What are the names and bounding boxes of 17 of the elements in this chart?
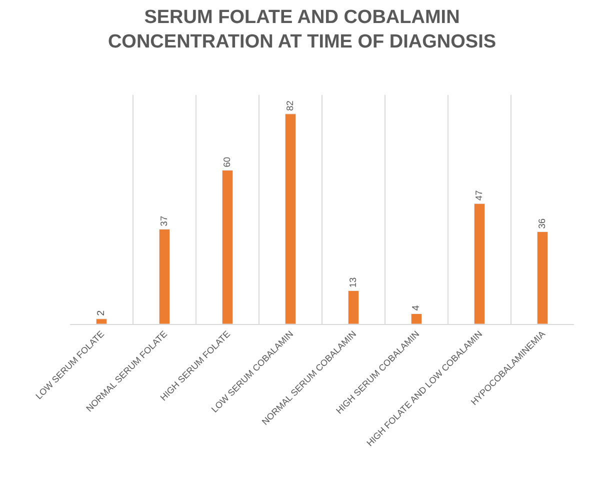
data-label: 82 <box>284 100 295 111</box>
bar <box>348 290 360 324</box>
bar <box>284 114 296 324</box>
data-label: 4 <box>411 304 422 311</box>
data-label: 47 <box>474 190 484 201</box>
bar <box>410 314 422 324</box>
data-label: 13 <box>348 277 358 288</box>
chart-title: SERUM FOLATE AND COBALAMIN CONCENTRATION AT TIME OF DIAGNOSIS <box>108 6 496 52</box>
bar <box>222 170 234 324</box>
bar <box>474 203 486 324</box>
data-label: 36 <box>536 218 547 229</box>
bar <box>96 318 108 324</box>
data-label: 37 <box>158 216 169 226</box>
bar <box>536 232 548 324</box>
data-label: 60 <box>222 156 232 168</box>
data-label: 2 <box>96 310 108 316</box>
bar <box>158 228 170 324</box>
